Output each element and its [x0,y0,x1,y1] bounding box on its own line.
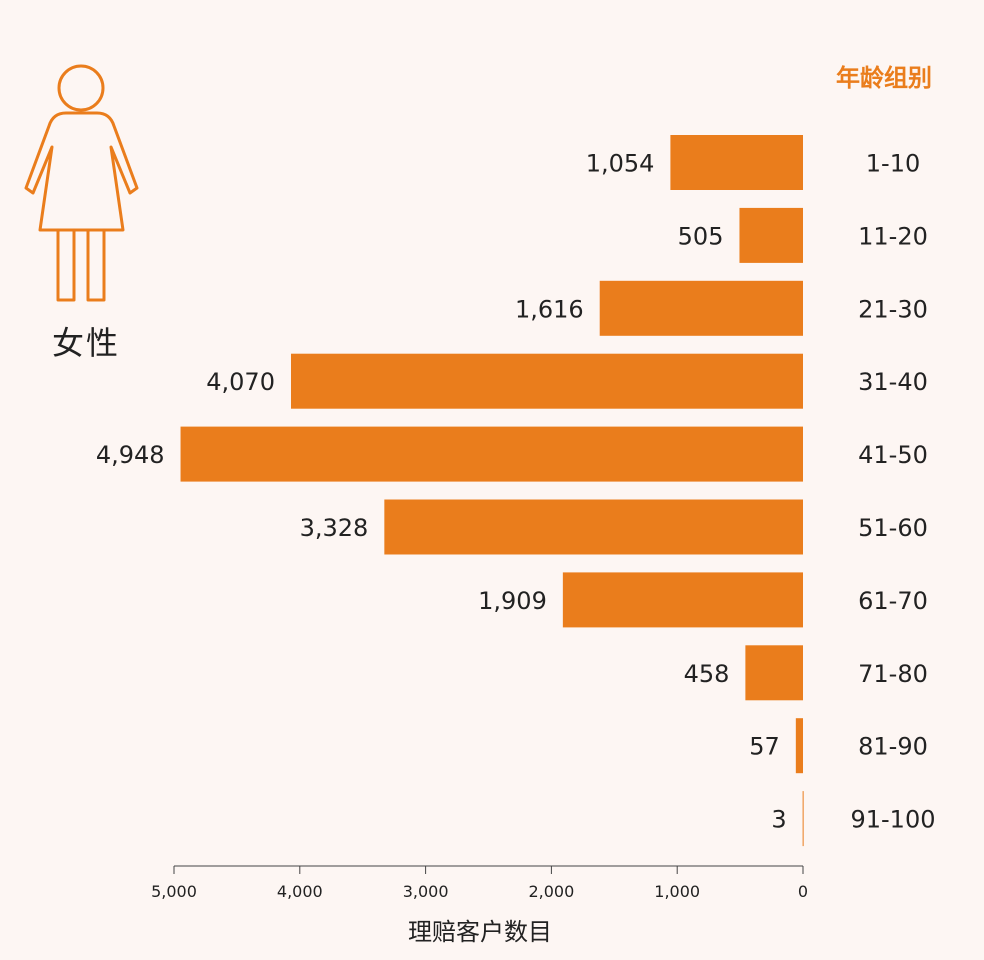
bar-51-60 [384,499,803,555]
value-label: 505 [678,222,724,250]
x-tick-label: 3,000 [403,882,449,901]
bar-11-20 [739,207,803,263]
gender-label: 女性 [52,324,121,362]
bar-21-30 [599,280,803,336]
x-axis-title: 理赔客户数目 [408,918,552,946]
age-group-label: 61-70 [858,587,928,615]
age-group-header: 年龄组别 [836,64,932,92]
bar-81-90 [795,718,803,774]
bar-91-100 [802,791,804,847]
x-tick-label: 1,000 [654,882,700,901]
value-label: 3,328 [300,514,369,542]
age-group-label: 71-80 [858,660,928,688]
bar-31-40 [290,353,803,409]
age-group-label: 81-90 [858,733,928,761]
value-label: 4,070 [206,368,275,396]
value-label: 57 [749,733,780,761]
value-label: 3 [771,806,786,834]
bar-41-50 [180,426,803,482]
bar-61-70 [562,572,803,628]
x-tick-label: 2,000 [528,882,574,901]
value-label: 1,909 [478,587,547,615]
x-tick-label: 0 [798,882,808,901]
age-group-label: 1-10 [866,150,920,178]
value-label: 458 [684,660,730,688]
value-label: 4,948 [96,441,165,469]
age-group-label: 31-40 [858,368,928,396]
age-group-label: 41-50 [858,441,928,469]
bar-1-10 [670,135,803,190]
value-label: 1,616 [515,295,584,323]
x-tick-label: 5,000 [151,882,197,901]
bar-71-80 [745,645,803,701]
age-group-label: 11-20 [858,222,928,250]
age-group-label: 91-100 [850,806,935,834]
age-group-label: 21-30 [858,295,928,323]
value-label: 1,054 [586,150,655,178]
age-group-label: 51-60 [858,514,928,542]
x-tick-label: 4,000 [277,882,323,901]
